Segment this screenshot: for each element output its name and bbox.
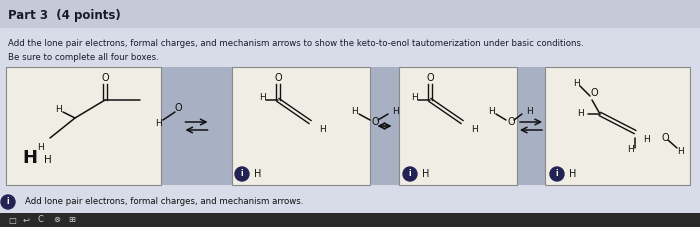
Bar [6, 67, 161, 185]
Text: H: H [526, 108, 533, 116]
Text: H: H [44, 155, 52, 165]
Bar [0, 193, 700, 213]
Text: □: □ [8, 215, 16, 225]
Text: H: H [318, 126, 326, 135]
Text: H: H [489, 108, 495, 116]
Text: H: H [569, 169, 577, 179]
Bar [0, 213, 700, 227]
Text: H: H [573, 79, 580, 87]
Circle shape [550, 167, 564, 181]
Circle shape [1, 195, 15, 209]
Bar [545, 67, 690, 185]
Bar [517, 67, 545, 185]
Text: Add lone pair electrons, formal charges, and mechanism arrows.: Add lone pair electrons, formal charges,… [25, 197, 303, 207]
Text: H: H [411, 94, 417, 103]
Text: O: O [662, 133, 668, 143]
Bar [232, 67, 370, 185]
Text: O: O [371, 117, 379, 127]
Text: ⊗: ⊗ [53, 215, 60, 225]
Text: H: H [55, 106, 62, 114]
Bar [161, 67, 232, 185]
Bar [0, 28, 700, 198]
Circle shape [235, 167, 249, 181]
Text: ↩: ↩ [23, 215, 30, 225]
Bar [370, 67, 399, 185]
Text: H: H [470, 126, 477, 135]
Text: H: H [678, 148, 685, 156]
Text: H: H [254, 169, 262, 179]
Text: i: i [7, 197, 9, 207]
Text: Add the lone pair electrons, formal charges, and mechanism arrows to show the ke: Add the lone pair electrons, formal char… [8, 39, 584, 49]
Text: i: i [556, 170, 559, 178]
Text: O: O [590, 88, 598, 98]
Text: O: O [274, 73, 282, 83]
Text: ⊞: ⊞ [68, 215, 75, 225]
Text: C: C [38, 215, 44, 225]
Text: H: H [351, 108, 358, 116]
Bar [0, 0, 700, 28]
Text: O: O [174, 103, 182, 113]
Circle shape [403, 167, 417, 181]
Text: H: H [578, 109, 584, 118]
Text: H: H [643, 136, 650, 145]
Bar [399, 67, 517, 185]
Text: i: i [409, 170, 412, 178]
Text: H: H [392, 108, 399, 116]
Text: i: i [241, 170, 244, 178]
Text: Be sure to complete all four boxes.: Be sure to complete all four boxes. [8, 52, 159, 62]
Text: Part 3  (4 points): Part 3 (4 points) [8, 10, 120, 22]
Text: O: O [102, 73, 108, 83]
Text: H: H [258, 94, 265, 103]
Text: H: H [626, 146, 634, 155]
Text: H: H [22, 149, 38, 167]
Text: H: H [36, 143, 43, 153]
Text: H: H [155, 119, 162, 128]
Text: H: H [422, 169, 430, 179]
Text: O: O [426, 73, 434, 83]
Text: O: O [508, 117, 514, 127]
